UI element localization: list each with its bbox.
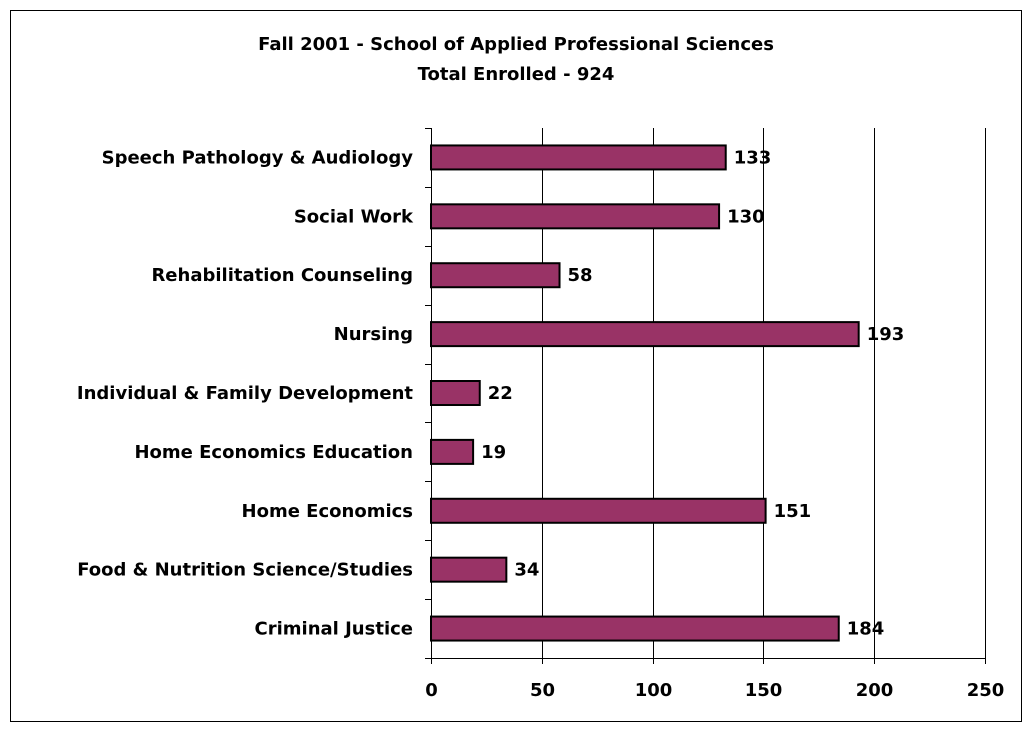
y-tick-label: Home Economics Education (134, 442, 413, 463)
data-label: 22 (488, 383, 513, 404)
y-tick-label: Rehabilitation Counseling (151, 265, 413, 286)
bar (430, 438, 475, 465)
x-tick-label: 100 (635, 680, 673, 701)
bar (430, 144, 727, 171)
y-tick-label: Social Work (294, 206, 414, 227)
data-label: 58 (568, 265, 593, 286)
y-tick-label: Criminal Justice (255, 619, 413, 640)
y-tick-label: Home Economics (242, 501, 413, 522)
bar (430, 615, 840, 642)
chart-subtitle: Total Enrolled - 924 (418, 64, 615, 85)
x-tick-label: 50 (530, 680, 555, 701)
y-tick-label: Nursing (334, 324, 413, 345)
bar (430, 203, 721, 230)
data-label: 184 (847, 619, 885, 640)
y-tick-label: Speech Pathology & Audiology (102, 147, 414, 168)
x-tick-label: 150 (745, 680, 783, 701)
data-label: 133 (734, 147, 772, 168)
x-tick-label: 250 (967, 680, 1005, 701)
data-label: 130 (727, 206, 765, 227)
data-label: 193 (867, 324, 905, 345)
bar (430, 321, 860, 348)
bar (430, 262, 561, 289)
x-tick-label: 0 (425, 680, 438, 701)
bar (430, 497, 767, 524)
y-tick-label: Individual & Family Development (77, 383, 413, 404)
data-label: 151 (774, 501, 812, 522)
bar (430, 556, 508, 583)
data-label: 34 (514, 560, 539, 581)
bar (430, 380, 481, 406)
chart-title: Fall 2001 - School of Applied Profession… (258, 34, 774, 55)
x-tick-label: 200 (856, 680, 894, 701)
data-label: 19 (481, 442, 506, 463)
chart-frame (10, 10, 1022, 722)
y-tick-label: Food & Nutrition Science/Studies (77, 560, 413, 581)
